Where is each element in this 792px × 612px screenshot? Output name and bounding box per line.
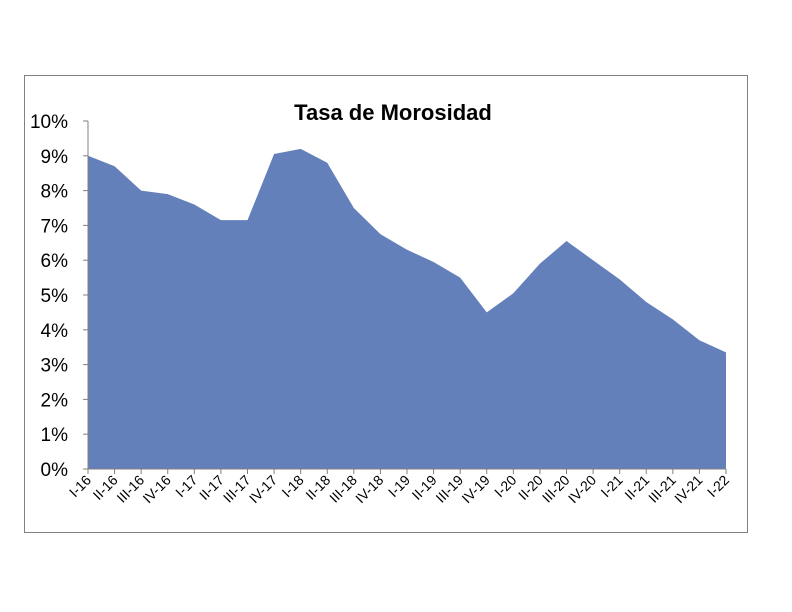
- y-tick-label: 9%: [41, 147, 69, 168]
- x-tick-label: III-16: [113, 472, 147, 506]
- x-tick-label: IV-19: [458, 472, 493, 507]
- y-tick-label: 0%: [41, 460, 69, 481]
- x-tick-label: III-17: [220, 472, 254, 506]
- y-tick-label: 10%: [30, 112, 68, 133]
- x-tick-label: IV-16: [139, 472, 174, 507]
- x-tick-label: IV-20: [565, 472, 600, 507]
- x-tick-label: I-22: [704, 472, 733, 501]
- x-tick-label: I-20: [491, 472, 520, 501]
- y-tick-label: 1%: [41, 425, 69, 446]
- x-tick-label: I-16: [66, 472, 95, 501]
- area-series: [88, 148, 726, 469]
- x-tick-label: IV-21: [671, 472, 706, 507]
- y-tick-label: 5%: [41, 286, 69, 307]
- x-tick-label: III-18: [326, 472, 360, 506]
- x-tick-label: I-18: [278, 472, 307, 501]
- y-tick-label: 2%: [41, 390, 69, 411]
- x-tick-label: IV-18: [352, 472, 387, 507]
- y-tick-label: 8%: [41, 182, 69, 203]
- x-tick-label: III-19: [432, 472, 466, 506]
- x-tick-label: III-21: [645, 472, 679, 506]
- x-tick-label: IV-17: [246, 472, 281, 507]
- y-tick-label: 3%: [41, 356, 69, 377]
- y-tick-label: 7%: [41, 216, 69, 237]
- y-tick-label: 6%: [41, 251, 69, 272]
- x-tick-label: I-19: [385, 472, 414, 501]
- chart-title: Tasa de Morosidad: [294, 100, 492, 125]
- y-tick-label: 4%: [41, 321, 69, 342]
- x-tick-label: I-17: [172, 472, 201, 501]
- x-tick-label: III-20: [539, 472, 573, 506]
- x-tick-label: I-21: [597, 472, 626, 501]
